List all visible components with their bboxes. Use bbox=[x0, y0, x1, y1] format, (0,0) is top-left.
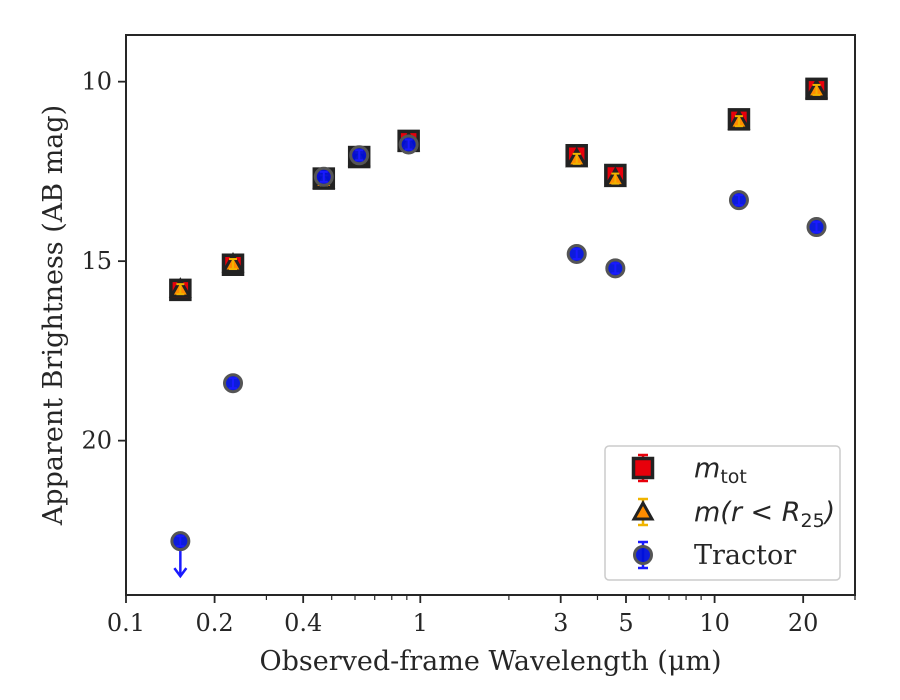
series-m-r25 bbox=[168, 77, 829, 298]
legend-marker-m-r25 bbox=[631, 499, 655, 521]
x-tick-label: 0.4 bbox=[284, 609, 322, 637]
y-tick-label: 15 bbox=[81, 247, 112, 275]
y-axis-label: Apparent Brightness (AB mag) bbox=[38, 105, 69, 526]
axis-ticks: 0.1 0.2 0.4 1 3 5 10 20 10 15 20 bbox=[81, 68, 856, 637]
legend-label-mtot: mtot bbox=[694, 453, 747, 488]
y-tick-label: 10 bbox=[81, 68, 112, 96]
legend-marker-tractor bbox=[633, 545, 653, 565]
x-tick-label: 0.2 bbox=[196, 609, 234, 637]
legend-label-tractor: Tractor bbox=[694, 540, 796, 571]
y-tick-label: 20 bbox=[81, 427, 112, 455]
legend-marker-mtot bbox=[631, 456, 655, 480]
x-tick-label: 1 bbox=[413, 609, 428, 637]
x-tick-label: 20 bbox=[788, 609, 819, 637]
plot-frame bbox=[125, 34, 856, 596]
series-mtot bbox=[169, 77, 828, 302]
x-tick-label: 0.1 bbox=[107, 609, 145, 637]
series-tractor bbox=[170, 134, 827, 579]
legend-box bbox=[604, 445, 841, 581]
legend-label-m-r25: m(r < R25) bbox=[694, 497, 835, 532]
x-tick-label: 10 bbox=[699, 609, 730, 637]
x-tick-label: 5 bbox=[618, 609, 633, 637]
legend: mtot m(r < R25) Tractor bbox=[604, 445, 841, 581]
upper-limit-arrowhead bbox=[173, 567, 188, 579]
x-tick-label: 3 bbox=[553, 609, 568, 637]
x-axis-label: Observed-frame Wavelength (μm) bbox=[259, 646, 721, 677]
data-marks bbox=[168, 77, 829, 579]
